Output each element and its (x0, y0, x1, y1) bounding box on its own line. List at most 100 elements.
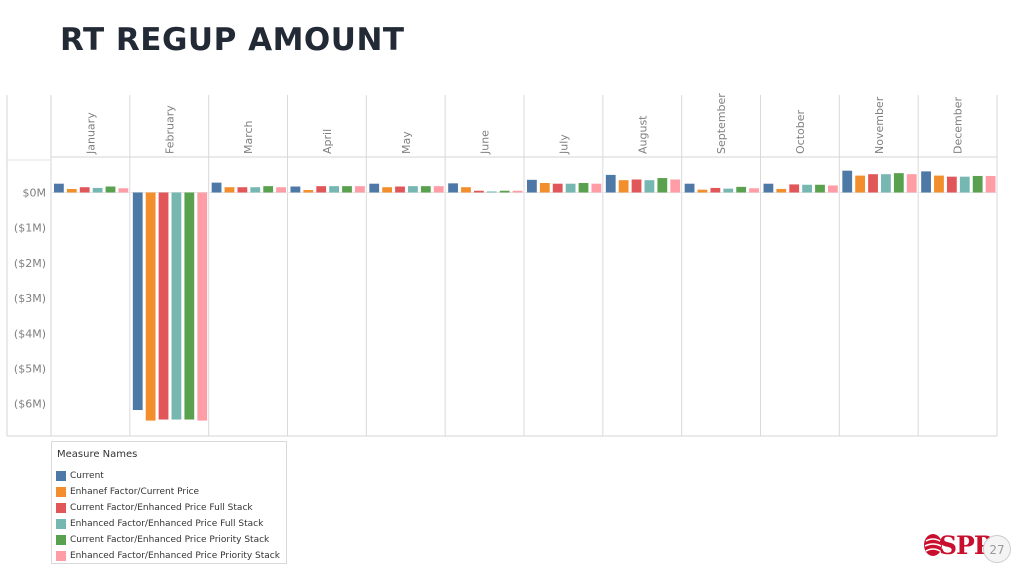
bar (539, 183, 550, 193)
legend-label: Enhanced Factor/Enhanced Price Full Stac… (70, 519, 264, 529)
bar (118, 188, 129, 193)
x-category-label: June (479, 130, 492, 155)
bar (512, 190, 523, 193)
bar (171, 192, 182, 420)
bar (578, 183, 589, 193)
bar (657, 178, 668, 193)
bar (408, 186, 418, 193)
bar (211, 182, 222, 193)
bar (697, 189, 708, 193)
bar (684, 183, 695, 193)
bar (906, 174, 917, 193)
bar (342, 186, 352, 193)
y-tick-label: ($2M) (14, 257, 46, 270)
bar (815, 184, 825, 193)
bar (710, 187, 721, 193)
x-category-label: January (84, 112, 97, 155)
bar (461, 187, 471, 193)
legend-swatch (56, 503, 66, 513)
bar (959, 176, 970, 193)
bar (934, 175, 944, 193)
bar (881, 174, 891, 193)
bar (224, 187, 235, 193)
y-tick-label: ($3M) (14, 292, 46, 305)
bar (250, 187, 261, 193)
page-number: 27 (983, 535, 1011, 563)
bar (132, 192, 143, 411)
bar (670, 179, 681, 193)
y-tick-label: ($6M) (14, 398, 46, 411)
bar (316, 186, 327, 193)
bar (145, 192, 156, 421)
bar (789, 184, 800, 193)
bar (644, 180, 655, 193)
bar (263, 186, 274, 193)
bar (749, 188, 759, 193)
x-category-label: March (242, 120, 255, 154)
bar (776, 188, 787, 193)
bar (591, 183, 602, 193)
x-category-label: September (715, 93, 728, 154)
bar (473, 190, 484, 193)
bar (631, 179, 642, 193)
bar (79, 187, 90, 193)
bar (420, 186, 431, 193)
bar (985, 175, 996, 193)
bar (763, 183, 774, 193)
y-tick-label: ($1M) (14, 222, 46, 235)
legend-item: Enhanef Factor/Current Price (56, 484, 280, 500)
bar (184, 192, 195, 420)
legend-swatch (56, 487, 66, 497)
x-category-label: November (873, 96, 886, 154)
legend-swatch (56, 551, 66, 561)
y-tick-label: $0M (23, 187, 47, 200)
bar (605, 174, 616, 193)
bar (893, 173, 904, 193)
legend-item: Current (56, 468, 280, 484)
bar (54, 183, 64, 193)
bar (499, 190, 510, 193)
legend-label: Enhanef Factor/Current Price (70, 487, 200, 497)
legend-item: Current Factor/Enhanced Price Full Stack (56, 500, 280, 516)
bar (382, 187, 393, 193)
bar (921, 171, 931, 193)
x-category-label: December (952, 96, 965, 154)
bar (276, 187, 286, 193)
bar (802, 184, 812, 193)
legend-item: Enhanced Factor/Enhanced Price Full Stac… (56, 516, 280, 532)
bar (868, 174, 878, 193)
bar (946, 176, 957, 193)
legend-label: Current (70, 471, 104, 481)
legend-swatch (56, 535, 66, 545)
logo-mark-icon (924, 534, 942, 556)
chart-legend: Measure Names Current Enhanef Factor/Curr… (51, 441, 287, 564)
x-category-label: August (636, 115, 649, 154)
bar (736, 186, 747, 193)
bar (66, 188, 77, 193)
bar (369, 183, 380, 193)
bar (105, 186, 116, 193)
legend-item: Current Factor/Enhanced Price Priority S… (56, 532, 280, 548)
bar (486, 191, 497, 193)
bar (237, 187, 248, 193)
bar (290, 186, 301, 193)
spp-logo: SPP (922, 530, 993, 562)
legend-swatch (56, 519, 66, 529)
bar (855, 175, 866, 193)
legend-title: Measure Names (57, 449, 138, 460)
x-category-label: February (163, 105, 176, 154)
bar (329, 186, 339, 193)
y-tick-label: ($4M) (14, 327, 46, 340)
bar (527, 179, 537, 193)
legend-label: Current Factor/Enhanced Price Priority S… (70, 535, 270, 545)
bar (972, 175, 983, 193)
legend-list: Current Enhanef Factor/Current Price Curre… (56, 468, 280, 564)
legend-item: Enhanced Factor/Enhanced Price Priority … (56, 548, 280, 564)
bar (723, 188, 734, 193)
bar (842, 170, 853, 193)
bar (433, 186, 444, 193)
x-category-label: July (557, 134, 570, 155)
bar (565, 183, 576, 193)
y-tick-label: ($5M) (14, 363, 46, 376)
